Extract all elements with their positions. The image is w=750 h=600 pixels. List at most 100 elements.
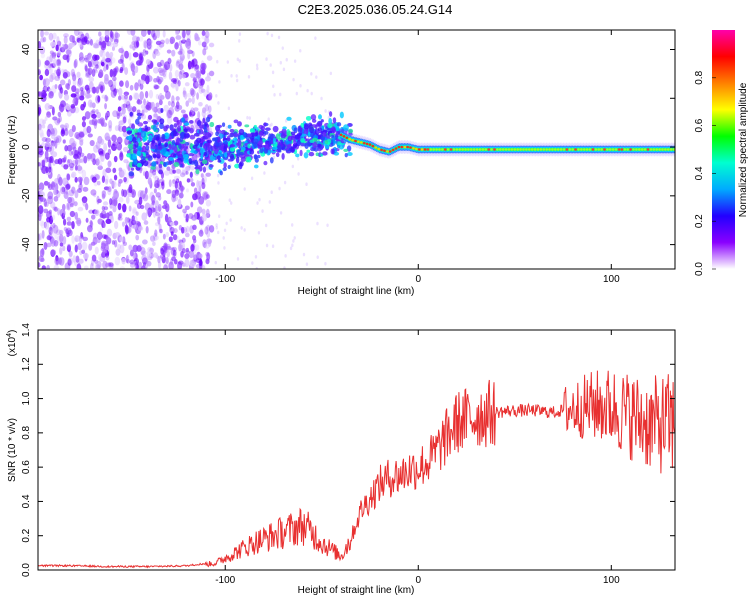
spectrogram-cell — [101, 61, 105, 67]
spectrogram-cell — [169, 38, 174, 45]
spectrogram-cell — [300, 138, 306, 143]
spectrogram-cell — [126, 254, 130, 260]
spectrogram-cell — [122, 146, 129, 153]
spectrogram-cell — [348, 132, 353, 136]
spectrogram-cell — [217, 124, 223, 128]
spectrogram-cell — [177, 198, 182, 208]
spectrogram-cell — [105, 262, 110, 268]
spectrogram-cell — [111, 46, 115, 51]
spectrogram-cell — [63, 164, 69, 170]
spectrogram-cell — [270, 190, 273, 195]
spectrogram-cell — [81, 37, 88, 46]
spectrogram-cell — [70, 68, 76, 78]
spectrogram-cell — [58, 257, 62, 265]
top-y-tick-label: 40 — [21, 44, 32, 56]
spectrogram-cell — [221, 122, 226, 127]
spectrogram-cell — [305, 115, 312, 121]
spectrogram-cell — [66, 232, 70, 238]
spectrogram-cell — [186, 48, 191, 55]
spectrogram-cell — [203, 127, 208, 133]
spectrogram-cell — [507, 148, 511, 151]
spectrogram-cell — [38, 182, 45, 191]
spectrogram-cell — [116, 142, 123, 151]
spectrogram-cell — [105, 64, 109, 70]
spectrogram-cell — [268, 200, 271, 204]
spectrogram-cell — [197, 111, 201, 120]
spectrogram-cell — [196, 164, 201, 170]
spectrogram-cell — [230, 201, 233, 205]
spectrogram-cell — [177, 79, 181, 87]
spectrogram-cell — [136, 245, 142, 252]
spectrogram-cell — [125, 80, 130, 89]
spectrogram-cell — [332, 117, 337, 124]
spectrogram-cell — [178, 191, 183, 200]
spectrogram-cell — [40, 221, 46, 229]
spectrogram-cell — [191, 58, 198, 67]
spectrogram-cell — [365, 142, 369, 146]
bottom-y-ticks: 0.0 0.2 0.4 0.6 0.8 1.0 1.2 1.4 — [21, 323, 675, 577]
spectrogram-cell — [154, 30, 160, 36]
spectrogram-cell — [62, 139, 66, 144]
spectrogram-cell — [539, 148, 543, 151]
spectrogram-cell — [154, 51, 161, 57]
spectrogram-cell — [161, 133, 166, 140]
spectrogram-cell — [394, 147, 398, 150]
spectrogram-cell — [155, 102, 160, 108]
spectrogram-cell — [175, 83, 179, 92]
spectrogram-cell — [177, 50, 183, 55]
spectrogram-cell — [43, 31, 50, 36]
spectrogram-cell — [150, 101, 155, 111]
spectrogram-cell — [65, 83, 69, 89]
spectrogram-cell — [192, 224, 197, 231]
spectrogram-cell — [380, 148, 383, 152]
spectrogram-cell — [121, 188, 125, 197]
spectrogram-cell — [603, 148, 606, 151]
spectrogram-cell — [165, 38, 170, 45]
spectrogram-cell — [171, 49, 176, 57]
spectrogram-cell — [105, 96, 109, 102]
spectrogram-cell — [106, 237, 112, 245]
spectrogram-cell — [142, 51, 147, 57]
spectrogram-cell — [222, 167, 227, 172]
spectrogram-cell — [397, 145, 401, 149]
spectrogram-cell — [89, 139, 95, 147]
spectrogram-cell — [230, 153, 235, 159]
spectrogram-cell — [155, 40, 162, 46]
spectrogram-cell — [199, 66, 206, 75]
spectrogram-cell — [69, 137, 75, 146]
spectrogram-cell — [104, 94, 108, 102]
spectrogram-cell — [309, 126, 314, 134]
spectrogram-cell — [283, 180, 287, 185]
spectrogram-cell — [295, 153, 300, 158]
spectrogram-cell — [192, 78, 197, 83]
spectrogram-cell — [57, 173, 61, 183]
spectrogram-cell — [217, 181, 220, 185]
spectrogram-cell — [151, 119, 157, 123]
spectrogram-cell — [386, 150, 389, 153]
spectrogram-cell — [151, 161, 157, 167]
spectrogram-cell — [44, 150, 49, 160]
spectrogram-cell — [172, 130, 177, 137]
spectrogram-cell — [110, 89, 117, 98]
spectrogram-cell — [226, 135, 231, 142]
spectrogram-cell — [270, 122, 273, 127]
spectrogram-cell — [198, 87, 204, 94]
spectrogram-cell — [400, 145, 404, 149]
spectrogram-cell — [166, 49, 172, 54]
spectrogram-cell — [181, 166, 188, 174]
spectrogram-cell — [167, 100, 172, 106]
spectrogram-cell — [249, 148, 255, 155]
spectrogram-cell — [238, 39, 241, 43]
spectrogram-cell — [95, 109, 99, 115]
spectrogram-cell — [44, 60, 50, 66]
spectrogram-cell — [545, 148, 548, 151]
spectrogram-cell — [166, 109, 172, 119]
spectrogram-cell — [63, 35, 68, 45]
spectrogram-cell — [193, 150, 198, 155]
spectrogram-cell — [185, 40, 192, 50]
spectrogram-cell — [609, 148, 612, 151]
spectrogram-cell — [62, 71, 68, 79]
spectrogram-heat-layer — [38, 30, 675, 269]
spectrogram-cell — [199, 258, 203, 266]
spectrogram-cell — [52, 224, 59, 234]
